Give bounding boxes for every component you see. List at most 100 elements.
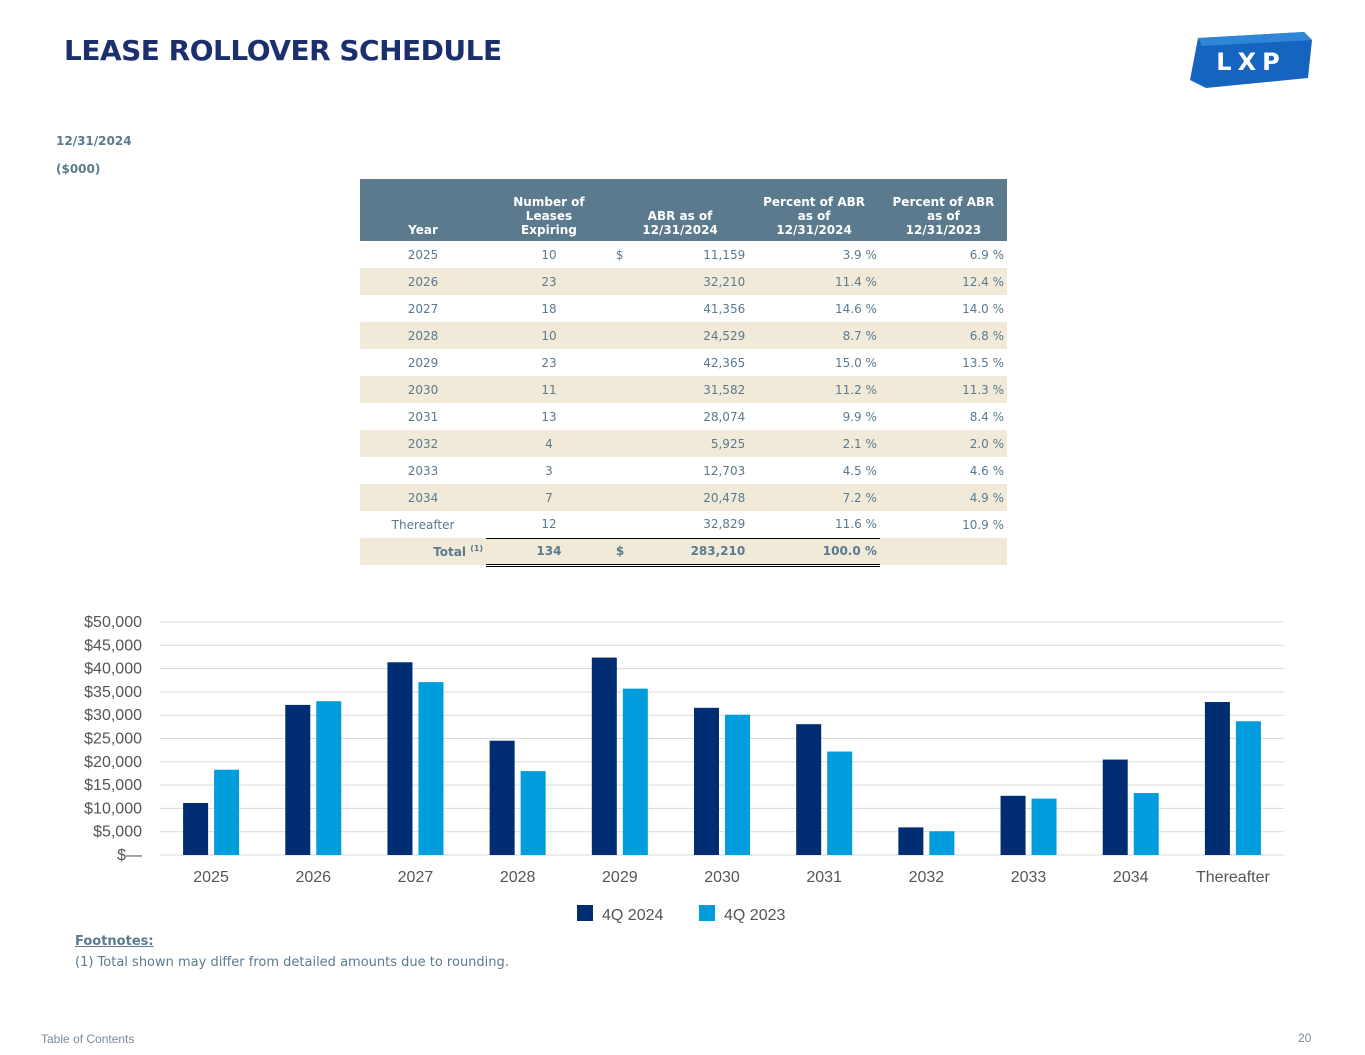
bar-series-2-2026 <box>316 701 342 855</box>
bar-series-1-2028 <box>489 740 515 855</box>
header-num-line: Number of <box>513 195 585 209</box>
cell-pct-2023: 14.0 % <box>962 301 1004 316</box>
legend-label: 4Q 2024 <box>602 907 663 924</box>
y-tick-label: $15,000 <box>84 777 142 794</box>
table-row: 2030 11 31,582 11.2 % 11.3 % <box>360 376 1007 403</box>
cell-currency <box>612 457 632 484</box>
x-tick-label: 2027 <box>398 869 434 886</box>
cell-currency <box>612 403 632 430</box>
bar-series-1-2034 <box>1102 759 1128 855</box>
table-row: 2029 23 42,365 15.0 % 13.5 % <box>360 349 1007 376</box>
table-of-contents-link[interactable]: Table of Contents <box>41 1032 135 1046</box>
cell-abr: 11,159 <box>703 247 746 262</box>
x-tick-label: 2028 <box>500 869 536 886</box>
cell-abr: 24,529 <box>631 322 749 349</box>
cell-pct-2023: 2.0 % <box>879 430 1007 457</box>
header-pct23-line: as of <box>927 209 960 223</box>
header-pct24-line: Percent of ABR <box>763 195 866 209</box>
cell-year: 2028 <box>360 322 487 349</box>
y-tick-label: $45,000 <box>84 637 142 654</box>
cell-year: 2033 <box>407 463 439 478</box>
bar-series-2-thereafter <box>1235 721 1261 855</box>
table-row: 2033 3 12,703 4.5 % 4.6 % <box>360 457 1007 484</box>
cell-year: 2025 <box>407 247 439 262</box>
bar-series-2-2034 <box>1133 793 1159 855</box>
cell-abr: 42,365 <box>703 355 746 370</box>
lease-rollover-table: Year Number of Leases Expiring ABR as of… <box>360 179 1007 567</box>
y-tick-label: $30,000 <box>84 707 142 724</box>
x-tick-label: Thereafter <box>1196 869 1270 886</box>
cell-abr: 31,582 <box>631 376 749 403</box>
legend-label: 4Q 2023 <box>724 907 785 924</box>
report-date: 12/31/2024 <box>56 134 132 148</box>
bar-series-1-2027 <box>387 662 413 855</box>
abr-bar-chart: $— $5,000 $10,000 $15,000 $20,000 $25,000 $30,… <box>84 614 1284 924</box>
chart-y-axis: $— $5,000 $10,000 $15,000 $20,000 $25,000 $30,… <box>84 614 142 864</box>
cell-year: 2030 <box>360 376 487 403</box>
y-tick-label: $20,000 <box>84 754 142 771</box>
bar-series-2-2030 <box>725 714 750 855</box>
x-tick-label: 2030 <box>704 869 740 886</box>
cell-num: 3 <box>545 463 553 478</box>
x-tick-label: 2034 <box>1113 869 1149 886</box>
cell-num: 10 <box>541 247 557 262</box>
cell-currency <box>612 349 632 376</box>
header-pct-2024: Percent of ABR as of 12/31/2024 <box>748 179 880 241</box>
unit-label: ($000) <box>56 162 101 176</box>
cell-year: 2034 <box>360 484 487 511</box>
cell-currency <box>611 268 632 295</box>
table-row: 2026 23 32,210 11.4 % 12.4 % <box>360 268 1007 295</box>
table-header-row: Year Number of Leases Expiring ABR as of… <box>360 179 1007 241</box>
cell-num: 4 <box>486 430 612 457</box>
cell-total-pct-2023 <box>879 538 1007 565</box>
x-tick-label: 2025 <box>193 869 229 886</box>
bar-series-1-2026 <box>285 704 311 855</box>
cell-pct-2023: 8.4 % <box>969 409 1004 424</box>
cell-pct-2024: 11.4 % <box>748 268 880 295</box>
cell-abr: 20,478 <box>631 484 749 511</box>
cell-num: 23 <box>486 268 612 295</box>
x-tick-label: 2032 <box>909 869 945 886</box>
legend-swatch <box>699 905 715 921</box>
cell-pct-2023: 6.8 % <box>879 322 1007 349</box>
chart-legend: 4Q 2024 4Q 2023 <box>577 905 785 924</box>
bar-series-2-2033 <box>1031 798 1057 855</box>
page-title: LEASE ROLLOVER SCHEDULE <box>64 34 502 67</box>
chart-x-axis: 2025 2026 2027 2028 2029 2030 2031 2032 2033 2034… <box>193 869 1270 886</box>
cell-year: Thereafter <box>391 517 455 532</box>
cell-abr: 32,829 <box>703 517 746 532</box>
cell-num: 13 <box>541 409 557 424</box>
cell-currency <box>612 295 632 322</box>
header-pct23-line: Percent of ABR <box>892 195 995 209</box>
y-tick-label: $— <box>117 847 142 864</box>
cell-abr: 5,925 <box>631 430 749 457</box>
cell-num: 11 <box>486 376 612 403</box>
footnote-item: (1) Total shown may differ from detailed… <box>75 955 509 970</box>
table-row: 2027 18 41,356 14.6 % 14.0 % <box>360 295 1007 322</box>
cell-pct-2023: 4.6 % <box>969 463 1004 478</box>
header-num-line: Leases <box>525 209 573 223</box>
x-tick-label: 2029 <box>602 869 638 886</box>
cell-num: 23 <box>541 355 557 370</box>
cell-total-pct-2024: 100.0 % <box>748 537 880 567</box>
header-pct23-line: 12/31/2023 <box>905 223 982 237</box>
cell-year: 2029 <box>407 355 439 370</box>
cell-pct-2023: 6.9 % <box>969 247 1004 262</box>
cell-total-label: Total (1) <box>360 538 487 565</box>
cell-year: 2026 <box>360 268 487 295</box>
header-num-leases: Number of Leases Expiring <box>486 179 612 241</box>
bar-series-1-2030 <box>694 707 719 855</box>
cell-pct-2024: 9.9 % <box>842 409 877 424</box>
header-year: Year <box>360 179 487 241</box>
cell-year: 2027 <box>407 301 439 316</box>
x-tick-label: 2033 <box>1011 869 1047 886</box>
y-tick-label: $35,000 <box>84 684 142 701</box>
header-pct24-line: as of <box>797 209 831 223</box>
y-tick-label: $5,000 <box>93 824 142 841</box>
page-number: 20 <box>1298 1031 1312 1045</box>
chart-gridlines <box>160 621 1284 856</box>
svg-text:LXP: LXP <box>1216 48 1285 76</box>
cell-num: 7 <box>486 484 612 511</box>
cell-pct-2024: 14.6 % <box>834 301 877 316</box>
cell-abr: 41,356 <box>703 301 746 316</box>
